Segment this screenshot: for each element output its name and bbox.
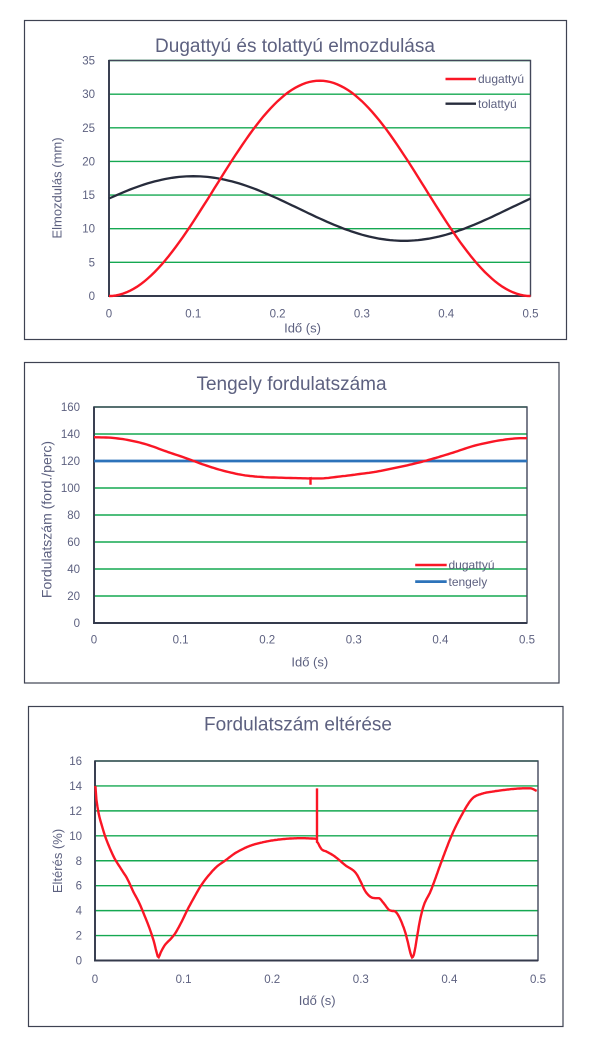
svg-text:0: 0 <box>76 956 82 968</box>
svg-text:Fordulatszám (ford./perc): Fordulatszám (ford./perc) <box>39 441 55 598</box>
svg-text:10: 10 <box>69 831 82 843</box>
svg-text:160: 160 <box>61 402 80 414</box>
svg-text:60: 60 <box>67 537 80 549</box>
svg-text:0.2: 0.2 <box>259 635 275 647</box>
svg-text:120: 120 <box>61 456 80 468</box>
svg-text:20: 20 <box>82 156 95 168</box>
svg-text:0.5: 0.5 <box>530 974 546 986</box>
svg-text:Tengely fordulatszáma: Tengely fordulatszáma <box>196 374 387 395</box>
svg-text:8: 8 <box>76 856 82 868</box>
svg-text:dugattyú: dugattyú <box>478 72 524 86</box>
svg-text:10: 10 <box>82 224 95 236</box>
svg-text:0.4: 0.4 <box>432 635 449 647</box>
svg-text:0.4: 0.4 <box>441 974 458 986</box>
svg-text:35: 35 <box>82 56 95 68</box>
svg-text:0: 0 <box>106 309 112 321</box>
svg-text:0.3: 0.3 <box>353 974 369 986</box>
svg-text:0.3: 0.3 <box>354 309 370 321</box>
svg-text:20: 20 <box>67 591 80 603</box>
svg-text:14: 14 <box>69 781 82 793</box>
svg-text:0.1: 0.1 <box>176 974 192 986</box>
svg-text:16: 16 <box>69 756 82 768</box>
svg-text:30: 30 <box>82 89 95 101</box>
svg-text:12: 12 <box>69 806 82 818</box>
svg-text:dugattyú: dugattyú <box>449 558 495 572</box>
svg-text:80: 80 <box>67 510 80 522</box>
svg-text:0.5: 0.5 <box>519 635 535 647</box>
svg-text:0.1: 0.1 <box>173 635 189 647</box>
svg-text:25: 25 <box>82 123 95 135</box>
svg-text:15: 15 <box>82 190 95 202</box>
svg-text:0.5: 0.5 <box>523 309 539 321</box>
svg-text:0.2: 0.2 <box>270 309 286 321</box>
svg-text:tengely: tengely <box>449 575 488 589</box>
svg-text:Idő (s): Idő (s) <box>291 655 328 670</box>
svg-text:0.3: 0.3 <box>346 635 362 647</box>
svg-text:6: 6 <box>76 881 82 893</box>
svg-text:100: 100 <box>61 483 80 495</box>
svg-text:0.1: 0.1 <box>185 309 201 321</box>
svg-text:Idő (s): Idő (s) <box>299 993 336 1008</box>
svg-text:0: 0 <box>89 291 95 303</box>
svg-text:Fordulatszám eltérése: Fordulatszám eltérése <box>204 715 392 736</box>
svg-text:0.2: 0.2 <box>264 974 280 986</box>
svg-text:4: 4 <box>76 906 83 918</box>
svg-text:40: 40 <box>67 564 80 576</box>
svg-text:Idő (s): Idő (s) <box>284 321 321 336</box>
svg-text:0.4: 0.4 <box>438 309 455 321</box>
svg-text:2: 2 <box>76 931 82 943</box>
svg-text:0: 0 <box>91 635 97 647</box>
svg-text:0: 0 <box>92 974 98 986</box>
svg-text:0: 0 <box>74 618 80 630</box>
svg-text:Eltérés (%): Eltérés (%) <box>50 829 65 893</box>
svg-text:Elmozdulás (mm): Elmozdulás (mm) <box>50 137 65 238</box>
svg-text:5: 5 <box>89 257 95 269</box>
svg-text:140: 140 <box>61 429 80 441</box>
svg-text:tolattyú: tolattyú <box>478 97 517 111</box>
svg-text:Dugattyú és tolattyú elmozdulá: Dugattyú és tolattyú elmozdulása <box>155 36 435 57</box>
